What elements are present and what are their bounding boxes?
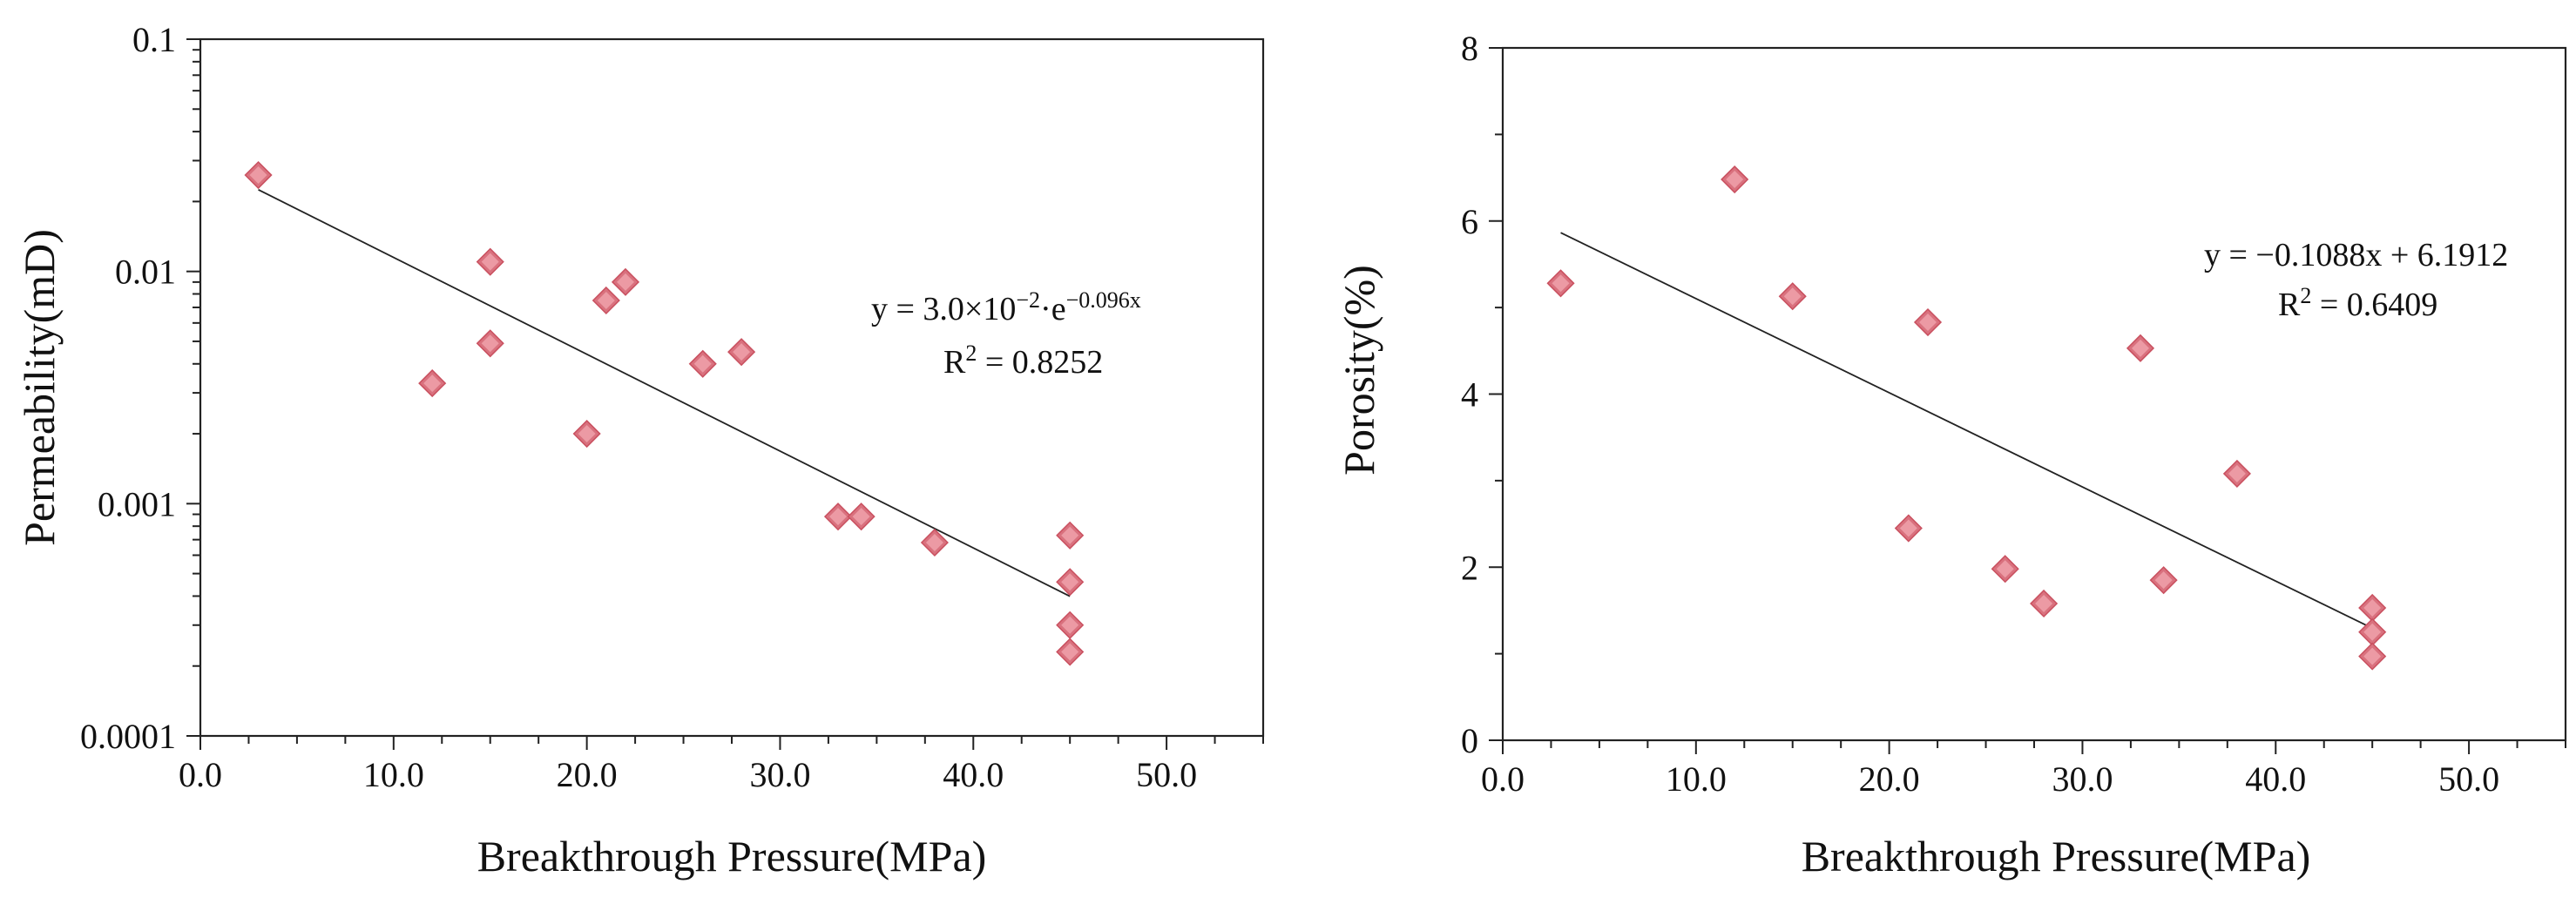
trendline — [258, 188, 1071, 597]
data-point-highlight — [852, 508, 870, 526]
right-y-axis-title: Porosity(%) — [1335, 265, 1383, 476]
left-x-axis-title: Breakthrough Pressure(MPa) — [477, 832, 987, 880]
data-point-highlight — [1919, 314, 1937, 332]
data-point-highlight — [2154, 571, 2173, 590]
right-x-axis-title: Breakthrough Pressure(MPa) — [1802, 832, 2311, 880]
y-tick-label: 6 — [1461, 202, 1478, 241]
data-point-highlight — [2132, 339, 2149, 357]
data-point-highlight — [1783, 287, 1802, 306]
data-point-highlight — [1061, 573, 1079, 591]
right-equation: y = −0.1088x + 6.1912 — [2204, 237, 2508, 273]
x-tick-label: 0.0 — [179, 755, 222, 794]
data-point-highlight — [733, 343, 751, 361]
data-point-highlight — [1996, 560, 2014, 578]
x-tick-label: 10.0 — [1666, 759, 1727, 799]
data-point-highlight — [1552, 274, 1570, 293]
data-point-highlight — [1061, 643, 1079, 661]
x-tick-label: 30.0 — [749, 755, 810, 794]
left-y-axis-title: Permeability(mD) — [15, 229, 64, 546]
data-point-highlight — [2363, 598, 2382, 617]
data-point-highlight — [481, 334, 499, 353]
porosity-chart: 0.0 10.0 20.0 30.0 40.0 50.0 0 2 4 6 8 y = −0.108… — [1335, 29, 2567, 880]
right-plot-frame — [1501, 46, 2567, 742]
data-point-highlight — [617, 273, 634, 291]
data-point-highlight — [693, 354, 712, 373]
y-tick-label: 0.1 — [132, 20, 176, 59]
data-point-highlight — [597, 291, 615, 309]
y-tick-label: 2 — [1461, 548, 1478, 587]
data-point-highlight — [2228, 464, 2246, 482]
data-point-highlight — [1899, 519, 1917, 537]
x-tick-label: 10.0 — [363, 755, 424, 794]
permeability-chart: 0.0 10.0 20.0 30.0 40.0 50.0 0.00010.0010.010… — [15, 20, 1265, 880]
data-point-highlight — [249, 166, 267, 185]
data-point-highlight — [2035, 594, 2053, 612]
left-x-ticks: 0.0 10.0 20.0 30.0 40.0 50.0 — [179, 736, 1264, 794]
y-tick-label: 8 — [1461, 29, 1478, 68]
x-tick-label: 40.0 — [2245, 759, 2306, 799]
data-point-highlight — [2363, 623, 2382, 641]
left-r-squared: R2 = 0.8252 — [943, 341, 1103, 381]
right-trendline-group — [1560, 232, 2373, 630]
y-tick-label: 4 — [1461, 375, 1478, 415]
y-tick-label: 0.0001 — [80, 717, 176, 756]
x-tick-label: 30.0 — [2052, 759, 2113, 799]
x-tick-label: 20.0 — [1859, 759, 1920, 799]
right-data-points — [1546, 165, 2387, 671]
y-tick-label: 0.01 — [115, 253, 176, 292]
right-y-ticks: 0 2 4 6 8 — [1461, 29, 1503, 760]
left-trendline-group — [258, 188, 1071, 597]
data-point-highlight — [578, 425, 596, 443]
data-point-highlight — [481, 253, 499, 271]
data-point-highlight — [1061, 526, 1079, 544]
right-r-squared: R2 = 0.6409 — [2278, 283, 2437, 323]
x-tick-label: 40.0 — [943, 755, 1004, 794]
data-point-highlight — [423, 374, 442, 393]
x-tick-label: 50.0 — [1136, 755, 1197, 794]
data-point-highlight — [1061, 616, 1079, 634]
left-plot-frame — [199, 37, 1265, 738]
trendline — [1560, 232, 2373, 630]
data-point-highlight — [925, 533, 943, 551]
data-point-highlight — [1726, 171, 1744, 189]
x-tick-label: 0.0 — [1481, 759, 1525, 799]
left-data-points — [244, 160, 1085, 666]
left-y-ticks: 0.0001 0.001 0.01 0.1 — [80, 20, 200, 756]
left-equation: y = 3.0×10−2·e−0.096x — [871, 287, 1141, 327]
right-x-ticks: 0.0 10.0 20.0 30.0 40.0 50.0 — [1481, 740, 2566, 799]
y-tick-label: 0 — [1461, 721, 1478, 760]
x-tick-label: 20.0 — [557, 755, 618, 794]
y-tick-label: 0.001 — [98, 484, 176, 523]
data-point-highlight — [829, 508, 847, 526]
data-point-highlight — [2363, 647, 2382, 665]
x-tick-label: 50.0 — [2438, 759, 2499, 799]
